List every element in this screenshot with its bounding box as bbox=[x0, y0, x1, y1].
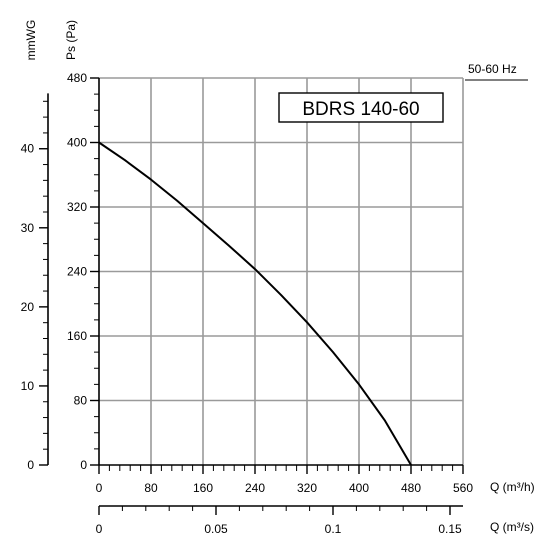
series bbox=[98, 141, 412, 466]
x2-tick-label: 0 bbox=[96, 522, 103, 536]
y-axis-label-secondary: mmWG bbox=[24, 20, 38, 61]
y-tick-label: 400 bbox=[67, 136, 87, 150]
y-axis-label-primary: Ps (Pa) bbox=[64, 20, 78, 60]
x-tick-label: 0 bbox=[96, 481, 103, 495]
y2-tick-label: 20 bbox=[21, 300, 35, 314]
y2-tick-label: 30 bbox=[21, 221, 35, 235]
x-tick-label: 160 bbox=[193, 481, 213, 495]
y-tick-label: 80 bbox=[74, 394, 88, 408]
x-tick-label: 400 bbox=[349, 481, 369, 495]
y-tick-label: 160 bbox=[67, 329, 87, 343]
y-tick-label: 320 bbox=[67, 200, 87, 214]
y-tick-label: 480 bbox=[67, 71, 87, 85]
frequency-label: 50-60 Hz bbox=[468, 62, 517, 76]
y-tick-label: 240 bbox=[67, 265, 87, 279]
x-axis-label-primary: Q (m³/h) bbox=[490, 480, 535, 494]
x-tick-label: 320 bbox=[297, 481, 317, 495]
y2-tick-label: 40 bbox=[21, 142, 35, 156]
title-box: BDRS 140-60 bbox=[278, 92, 444, 123]
x2-tick-label: 0.15 bbox=[438, 522, 462, 536]
y2-tick-label: 10 bbox=[21, 379, 35, 393]
x2-tick-label: 0.1 bbox=[325, 522, 342, 536]
chart-title: BDRS 140-60 bbox=[302, 99, 419, 120]
x-tick-label: 80 bbox=[144, 481, 158, 495]
x-axis-label-secondary: Q (m³/s) bbox=[490, 520, 534, 534]
x-tick-label: 480 bbox=[401, 481, 421, 495]
x2-tick-label: 0.05 bbox=[204, 522, 228, 536]
x-tick-label: 240 bbox=[245, 481, 265, 495]
x-tick-label: 560 bbox=[453, 481, 473, 495]
y2-tick-label: 0 bbox=[27, 458, 34, 472]
series-line bbox=[98, 141, 412, 466]
y-tick-label: 0 bbox=[80, 458, 87, 472]
grid bbox=[99, 77, 464, 465]
ticks bbox=[39, 77, 464, 515]
